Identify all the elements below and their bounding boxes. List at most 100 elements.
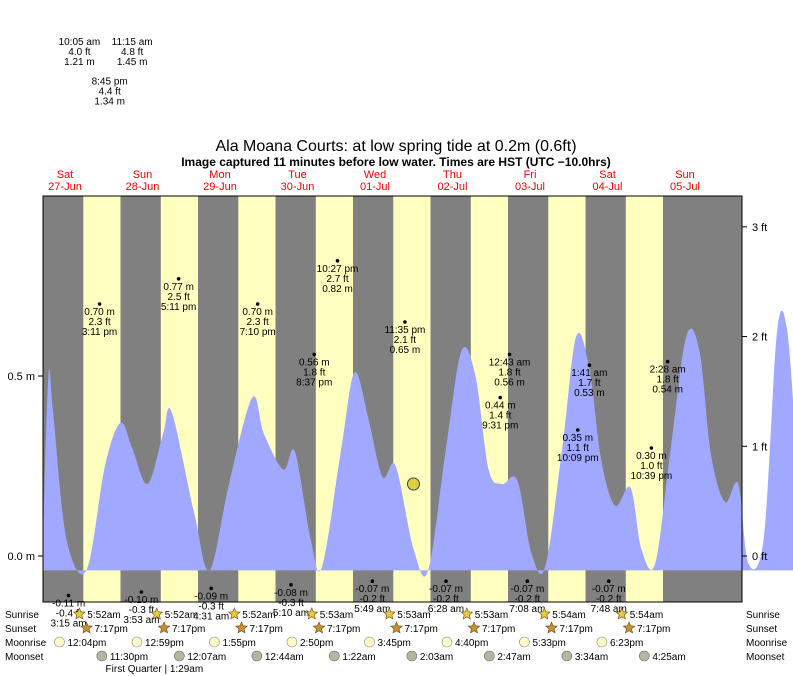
sunrise-icon — [537, 607, 551, 620]
moonrise-icon — [209, 636, 220, 648]
tide-extreme-dot — [97, 302, 102, 306]
sunset-time: 7:17pm — [560, 624, 593, 635]
tide-extreme-dot — [312, 352, 317, 357]
chart-title: Ala Moana Courts: at low spring tide at … — [215, 138, 576, 155]
sunrise-icon — [227, 607, 241, 620]
moonrise-time: 12:59pm — [145, 638, 184, 649]
moonrise-time: 5:33pm — [532, 638, 565, 649]
tide-extreme-dot — [587, 363, 592, 368]
moonset-time: 1:22am — [342, 652, 375, 663]
tide-label-line: 0.56 m — [494, 377, 525, 388]
tide-label-line: 1.34 m — [94, 97, 125, 108]
moonset-time: 11:30pm — [110, 652, 148, 663]
day-date: 02-Jul — [438, 181, 468, 193]
tide-extreme-dot — [649, 446, 654, 450]
moonrise-time: 2:50pm — [300, 638, 333, 649]
sunset-time: 7:17pm — [250, 624, 283, 635]
sunrise-time: 5:54am — [552, 610, 585, 621]
tide-label-line: 1.4 ft — [489, 411, 511, 422]
y-left-tick-label: 0.0 m — [7, 551, 35, 563]
sunrise-icon — [150, 607, 164, 620]
tide-label-line: 2.3 ft — [88, 317, 110, 328]
moonset-time: 4:25am — [652, 652, 685, 663]
sunrise-icon — [615, 607, 629, 620]
moonrise-icon — [519, 636, 530, 648]
tide-label-line: 7:48 am — [591, 604, 627, 615]
chart-subtitle: Image captured 11 minutes before low wat… — [181, 155, 611, 169]
tide-label-line: 0.44 m — [485, 401, 516, 412]
sunrise-time: 5:53am — [320, 610, 353, 621]
tide-label-line: 2.5 ft — [168, 292, 190, 303]
tide-label-line: -0.07 m — [592, 584, 626, 595]
moonset-row-label-right: Moonset — [746, 652, 785, 663]
tide-label-line: -0.2 ft — [596, 594, 622, 605]
tide-area — [43, 310, 793, 577]
moonrise-time: 12:04pm — [67, 638, 106, 649]
tide-label-line: 1.1 ft — [567, 443, 589, 454]
moonset-time: 2:47am — [497, 652, 530, 663]
sunset-time: 7:17pm — [172, 624, 205, 635]
tide-label-line: 5:10 am — [273, 608, 309, 619]
tide-label-line: 10:09 pm — [557, 453, 599, 464]
sunrise-row-label-right: Sunrise — [746, 610, 780, 621]
tide-label-line: -0.09 m — [194, 591, 228, 602]
tide-extreme-dot — [403, 320, 407, 324]
sunset-time: 7:17pm — [405, 624, 438, 635]
sunrise-icon — [72, 607, 86, 620]
moon-phase-label: First Quarter | 1:29am — [106, 664, 204, 675]
tide-label-line: -0.11 m — [52, 599, 85, 610]
tide-label-line: 1.8 ft — [303, 367, 325, 378]
tide-label-line: 9:31 pm — [482, 421, 518, 432]
sunset-icon — [545, 621, 558, 634]
current-tide-marker — [406, 477, 420, 491]
tide-label-line: 0.54 m — [652, 385, 683, 396]
moonset-row-label: Moonset — [5, 652, 44, 663]
tide-label-line: 0.35 m — [562, 433, 593, 444]
tide-extreme-dot — [139, 590, 144, 594]
tide-label-line: -0.10 m — [124, 595, 158, 606]
day-name: Sun — [133, 169, 153, 181]
tide-area-layer — [43, 310, 793, 577]
tide-label-line: -0.2 ft — [515, 594, 541, 605]
y-right-tick-label: 2 ft — [752, 332, 767, 344]
moonset-icon — [561, 650, 573, 662]
sunset-icon — [622, 621, 636, 634]
moonset-time: 3:34am — [575, 652, 608, 663]
day-name: Thu — [443, 169, 462, 181]
tide-label-line: 2.1 ft — [394, 335, 416, 346]
day-name: Mon — [209, 169, 230, 181]
moonrise-icon — [286, 636, 298, 648]
day-name: Sun — [675, 169, 695, 181]
day-date: 30-Jun — [281, 181, 315, 193]
tide-label-line: 1.8 ft — [498, 367, 520, 378]
tide-label-line: 5:11 pm — [161, 302, 196, 313]
tide-label-line: 5:49 am — [354, 604, 390, 615]
sunset-icon — [235, 621, 248, 634]
day-date: 01-Jul — [360, 181, 390, 193]
moonrise-time: 1:55pm — [222, 638, 255, 649]
tide-label-line: -0.3 ft — [198, 601, 224, 612]
tide-label-line: -0.07 m — [429, 584, 463, 595]
day-date: 27-Jun — [48, 181, 82, 193]
moonset-time: 12:07am — [187, 652, 226, 663]
sunset-time: 7:17pm — [482, 624, 515, 635]
moonset-icon — [406, 650, 418, 662]
moonrise-icon — [54, 636, 65, 648]
tide-label-line: 1.45 m — [117, 57, 148, 68]
moonset-icon — [639, 650, 650, 662]
tide-extreme-dot — [444, 579, 448, 583]
tide-label-line: 1.21 m — [64, 57, 95, 68]
tide-label-line: -0.2 ft — [433, 594, 459, 605]
tide-extreme-dot — [665, 359, 670, 364]
tide-label-line: 11:35 pm — [384, 325, 425, 336]
tide-label-line: 1.0 ft — [640, 461, 662, 472]
tide-extreme-dot — [289, 583, 293, 587]
tide-label-line: -0.3 ft — [129, 605, 155, 616]
tide-label-line: 12:43 am — [489, 357, 531, 368]
moonset-time: 2:03am — [420, 652, 453, 663]
day-name: Tue — [288, 169, 307, 181]
tide-extreme-dot — [370, 579, 375, 583]
moonset-time: 12:44am — [265, 652, 304, 663]
sunrise-time: 5:53am — [397, 610, 430, 621]
sunrise-time: 5:54am — [630, 610, 663, 621]
